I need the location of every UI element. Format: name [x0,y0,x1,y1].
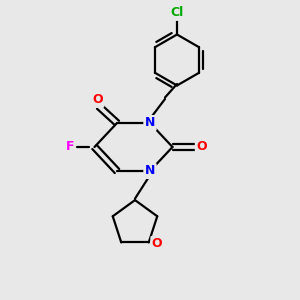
Text: F: F [66,140,74,154]
Text: O: O [152,237,163,250]
Text: N: N [145,116,155,130]
Text: O: O [92,93,103,106]
Text: Cl: Cl [170,6,184,20]
Text: N: N [145,164,155,178]
Text: O: O [196,140,207,154]
